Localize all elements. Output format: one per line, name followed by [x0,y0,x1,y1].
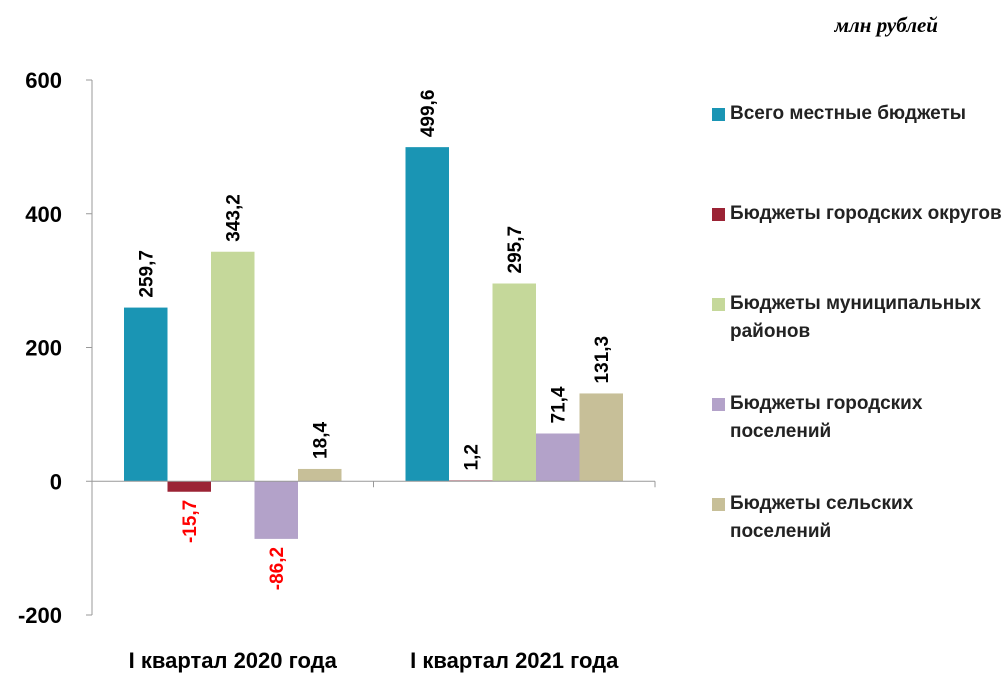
legend-label: Бюджеты муниципальных районов [730,293,981,342]
legend-item: Всего местные бюджеты [712,100,1002,128]
legend-label: Всего местные бюджеты [730,103,967,124]
y-tick-label: 400 [25,202,62,227]
data-label: 343,2 [224,194,245,242]
legend-swatch [712,208,725,221]
bar [579,393,623,482]
legend-swatch [712,298,725,311]
data-label: 1,2 [462,444,483,470]
y-tick-label: -200 [18,603,62,628]
legend-swatch [712,398,725,411]
legend-label: Бюджеты городских округов [730,203,1002,224]
chart-subtitle: млн рублей [834,13,938,37]
data-label: 499,6 [418,90,439,138]
data-label: 259,7 [137,250,158,298]
data-label: 131,3 [592,336,613,384]
bar [211,251,255,482]
legend-label: Бюджеты городских поселений [730,393,923,442]
data-label: 71,4 [549,386,570,423]
y-tick-label: 0 [50,469,62,494]
y-tick-label: 200 [25,336,62,361]
data-label: -15,7 [180,500,201,543]
bar [124,307,168,482]
bar [298,468,342,482]
legend-item: Бюджеты муниципальных районов [712,290,1002,346]
bar [405,147,449,482]
legend-label: Бюджеты сельских поселений [730,493,914,542]
legend-item: Бюджеты сельских поселений [712,490,1002,546]
x-tick-label: I квартал 2021 года [410,648,619,673]
legend-swatch [712,108,725,121]
data-label: 18,4 [311,422,332,459]
bar [254,481,298,539]
legend-item: Бюджеты городских округов [712,200,1002,228]
bar [536,433,580,482]
legend-swatch [712,498,725,511]
bar [492,283,536,482]
x-tick-label: I квартал 2020 года [129,648,338,673]
data-label: -86,2 [267,547,288,590]
y-tick-label: 600 [25,68,62,93]
legend-item: Бюджеты городских поселений [712,390,1002,446]
bar [167,481,211,492]
data-label: 295,7 [505,226,526,274]
